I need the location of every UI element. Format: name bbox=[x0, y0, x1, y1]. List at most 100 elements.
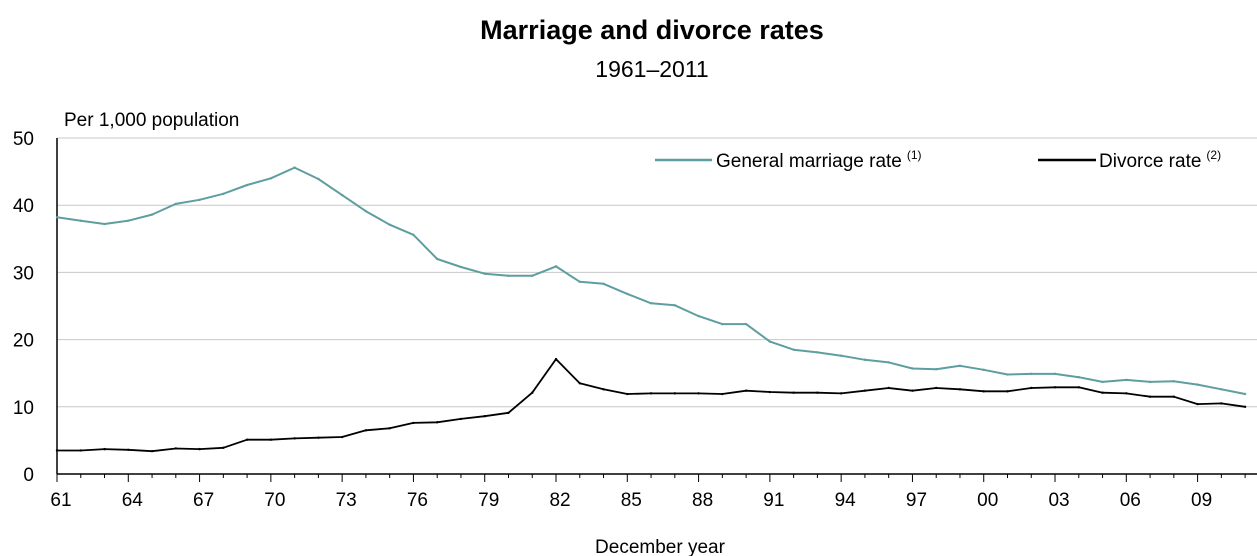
data-point-divorce-rate-1997 bbox=[911, 389, 914, 392]
data-point-marriage-rate-2008 bbox=[1172, 380, 1176, 383]
x-tick-label-97: 97 bbox=[906, 490, 927, 511]
data-point-marriage-rate-1966 bbox=[174, 202, 178, 206]
data-series bbox=[55, 166, 1247, 453]
data-point-divorce-rate-2009 bbox=[1196, 402, 1199, 406]
data-point-marriage-rate-1977 bbox=[435, 257, 439, 261]
data-point-marriage-rate-1997 bbox=[911, 367, 914, 370]
data-point-marriage-rate-1979 bbox=[483, 272, 486, 275]
data-point-marriage-rate-1974 bbox=[364, 210, 368, 213]
x-tick-label-82: 82 bbox=[549, 490, 570, 511]
legend-label-marriage-rate: General marriage rate bbox=[716, 151, 902, 172]
x-tick-label-94: 94 bbox=[835, 490, 857, 511]
data-point-marriage-rate-1983 bbox=[578, 280, 581, 284]
data-point-divorce-rate-1977 bbox=[435, 421, 439, 424]
data-point-divorce-rate-1991 bbox=[768, 390, 772, 394]
x-axis-label: December year bbox=[595, 537, 726, 556]
x-tick-label-79: 79 bbox=[478, 490, 499, 511]
data-point-marriage-rate-1985 bbox=[626, 292, 629, 296]
series-line-divorce-rate bbox=[57, 358, 1246, 453]
data-point-divorce-rate-2004 bbox=[1077, 386, 1080, 389]
data-point-marriage-rate-1980 bbox=[507, 274, 510, 277]
data-point-marriage-rate-2002 bbox=[1030, 372, 1033, 376]
data-point-divorce-rate-1986 bbox=[649, 392, 653, 395]
data-point-divorce-rate-1961 bbox=[55, 449, 59, 452]
data-point-marriage-rate-1975 bbox=[388, 223, 391, 226]
x-tick-label-06: 06 bbox=[1120, 490, 1141, 511]
data-point-marriage-rate-1961 bbox=[55, 216, 59, 219]
data-point-marriage-rate-1996 bbox=[887, 361, 890, 364]
legend-entry-divorce-rate: Divorce rate (2) bbox=[1099, 148, 1221, 172]
data-point-divorce-rate-1965 bbox=[150, 449, 154, 453]
data-point-marriage-rate-1972 bbox=[317, 177, 320, 181]
y-tick-label-40: 40 bbox=[13, 196, 34, 217]
y-tick-label-20: 20 bbox=[13, 331, 34, 352]
data-point-marriage-rate-1967 bbox=[198, 198, 201, 202]
legend-label-divorce-rate: Divorce rate bbox=[1099, 151, 1201, 172]
data-point-marriage-rate-2000 bbox=[982, 368, 985, 372]
grid-lines bbox=[57, 137, 1257, 408]
data-point-divorce-rate-1985 bbox=[626, 392, 629, 396]
data-point-marriage-rate-1991 bbox=[768, 340, 772, 343]
data-point-divorce-rate-2001 bbox=[1006, 390, 1009, 393]
data-point-marriage-rate-1978 bbox=[459, 265, 463, 269]
data-point-marriage-rate-1962 bbox=[79, 219, 82, 222]
data-point-divorce-rate-1971 bbox=[293, 437, 296, 440]
data-point-marriage-rate-2007 bbox=[1148, 380, 1152, 384]
y-axis-label: Per 1,000 population bbox=[64, 110, 239, 131]
data-point-divorce-rate-1992 bbox=[792, 391, 795, 394]
data-point-divorce-rate-1973 bbox=[340, 435, 344, 439]
data-point-divorce-rate-1993 bbox=[816, 391, 819, 394]
data-point-divorce-rate-1996 bbox=[887, 386, 890, 390]
legend-superscript-marriage-rate: (1) bbox=[907, 148, 922, 162]
data-point-marriage-rate-1990 bbox=[744, 322, 748, 326]
data-point-marriage-rate-1995 bbox=[863, 358, 867, 361]
data-point-marriage-rate-2003 bbox=[1053, 372, 1057, 376]
data-point-marriage-rate-2001 bbox=[1006, 373, 1009, 376]
data-point-marriage-rate-1981 bbox=[531, 274, 534, 277]
data-point-marriage-rate-1971 bbox=[293, 166, 296, 169]
x-tick-label-67: 67 bbox=[193, 490, 214, 511]
data-point-divorce-rate-2003 bbox=[1053, 386, 1057, 389]
data-point-divorce-rate-1967 bbox=[198, 447, 201, 451]
data-point-marriage-rate-2005 bbox=[1101, 380, 1104, 384]
data-point-marriage-rate-1976 bbox=[412, 233, 415, 236]
data-point-divorce-rate-2006 bbox=[1125, 392, 1128, 395]
x-tick-labels: 61 64 67 70 73 76 79 82 85 88 91 94 97 00 03 06 09 bbox=[50, 490, 1212, 511]
data-point-divorce-rate-1963 bbox=[103, 447, 106, 451]
data-point-marriage-rate-1973 bbox=[340, 193, 344, 197]
data-point-divorce-rate-1968 bbox=[222, 446, 225, 449]
data-point-divorce-rate-2005 bbox=[1101, 391, 1104, 394]
x-tick-label-73: 73 bbox=[336, 490, 357, 511]
data-point-divorce-rate-1998 bbox=[935, 386, 938, 390]
data-point-divorce-rate-1989 bbox=[721, 392, 724, 396]
data-point-marriage-rate-1987 bbox=[673, 304, 677, 307]
data-point-divorce-rate-1988 bbox=[697, 392, 700, 395]
data-point-marriage-rate-1999 bbox=[958, 364, 962, 368]
data-point-marriage-rate-2004 bbox=[1077, 376, 1080, 379]
x-tick-label-70: 70 bbox=[264, 490, 285, 511]
data-point-divorce-rate-1987 bbox=[673, 392, 677, 395]
data-point-divorce-rate-1974 bbox=[364, 429, 368, 432]
y-tick-label-10: 10 bbox=[13, 398, 34, 419]
data-point-marriage-rate-1965 bbox=[150, 213, 154, 216]
legend: General marriage rate (1) Divorce rate (2) bbox=[655, 148, 1221, 172]
series-line-marriage-rate bbox=[56, 166, 1246, 395]
data-point-divorce-rate-1976 bbox=[412, 421, 415, 425]
data-point-divorce-rate-1994 bbox=[839, 392, 843, 395]
data-point-marriage-rate-1984 bbox=[602, 282, 605, 286]
data-point-marriage-rate-1970 bbox=[269, 177, 273, 180]
data-point-marriage-rate-1963 bbox=[103, 222, 106, 226]
data-point-divorce-rate-1995 bbox=[863, 389, 867, 392]
data-point-divorce-rate-1999 bbox=[958, 388, 962, 391]
y-tick-label-30: 30 bbox=[13, 263, 34, 284]
y-tick-label-0: 0 bbox=[23, 465, 34, 486]
axes bbox=[56, 138, 1257, 482]
x-tick-label-64: 64 bbox=[122, 490, 144, 511]
data-point-marriage-rate-1982 bbox=[554, 265, 558, 268]
data-point-divorce-rate-1980 bbox=[507, 411, 510, 415]
x-tick-label-91: 91 bbox=[763, 490, 784, 511]
x-tick-label-76: 76 bbox=[407, 490, 428, 511]
legend-entry-marriage-rate: General marriage rate (1) bbox=[716, 148, 922, 172]
data-point-marriage-rate-1964 bbox=[127, 219, 130, 222]
